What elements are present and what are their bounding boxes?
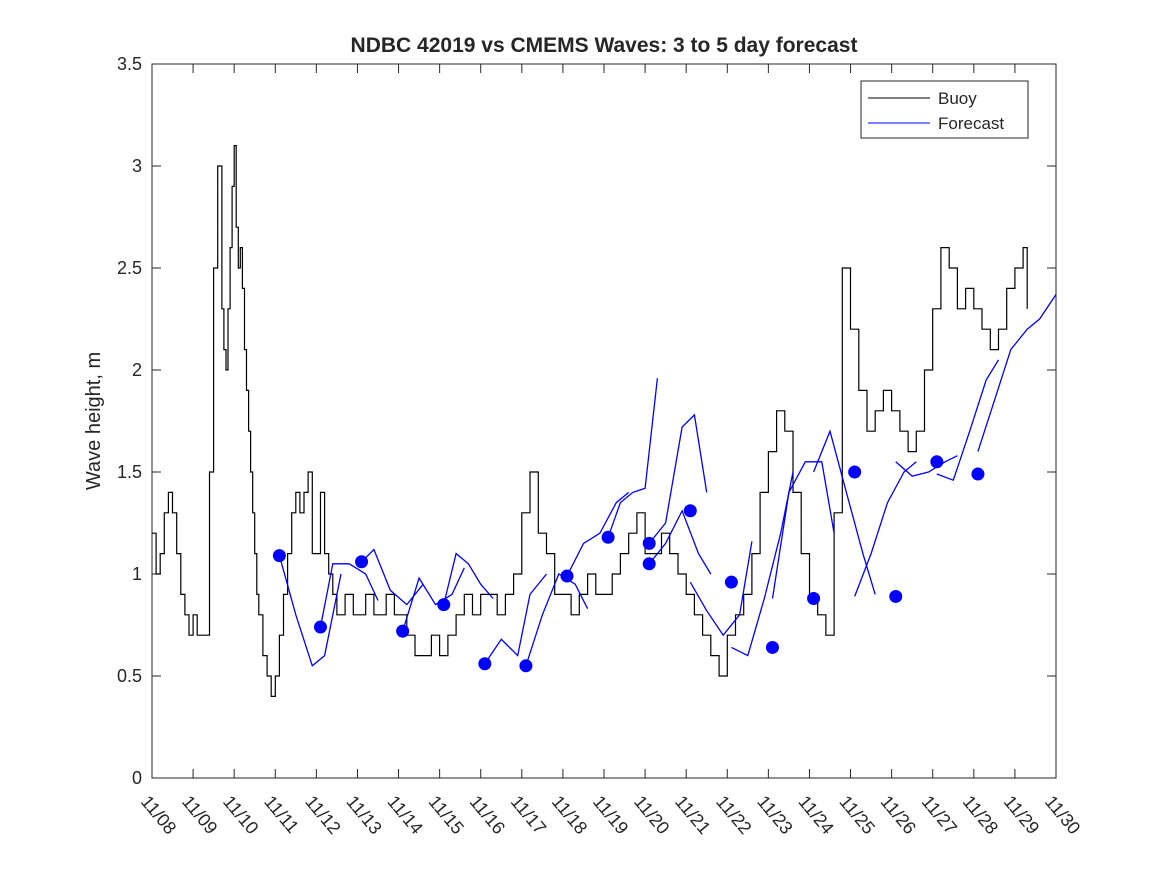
- forecast-start-marker: [848, 465, 862, 479]
- forecast-start-marker: [396, 624, 410, 638]
- x-tick-label: 11/24: [794, 792, 837, 838]
- y-tick-label: 1: [132, 564, 142, 584]
- x-tick-label: 11/30: [1041, 792, 1084, 838]
- forecast-start-marker: [272, 549, 286, 563]
- legend-forecast-label: Forecast: [938, 114, 1004, 133]
- series-layer: [152, 145, 1057, 698]
- forecast-start-marker: [601, 530, 615, 544]
- x-tick-label: 11/15: [425, 792, 468, 838]
- plot-area: [151, 63, 1057, 779]
- forecast-segment-line: [771, 461, 835, 599]
- x-tick-label: 11/19: [589, 792, 632, 838]
- forecast-segment-line: [895, 455, 958, 477]
- x-tick-label: 11/11: [260, 792, 303, 837]
- x-tick-label: 11/26: [877, 792, 920, 838]
- forecast-start-marker: [478, 657, 492, 671]
- forecast-start-marker: [724, 575, 738, 589]
- forecast-segment-line: [936, 359, 1000, 482]
- x-tick-label: 11/23: [753, 792, 796, 838]
- forecast-start-marker: [519, 659, 533, 673]
- y-tick-label: 3.5: [117, 54, 142, 74]
- forecast-start-marker: [642, 557, 656, 571]
- forecast-start-marker: [642, 536, 656, 550]
- x-tick-label: 11/09: [178, 792, 221, 838]
- x-tick-label: 11/18: [548, 792, 591, 838]
- forecast-segment-line: [402, 567, 465, 632]
- forecast-segment-line: [319, 563, 379, 628]
- forecast-segment-line: [854, 461, 917, 597]
- x-tick-label: 11/10: [219, 792, 262, 838]
- forecast-segment-line: [278, 555, 342, 667]
- x-tick-label: 11/16: [466, 792, 509, 838]
- legend-buoy-label: Buoy: [938, 89, 977, 108]
- y-tick-label: 1.5: [117, 462, 142, 482]
- x-tick-label: 11/22: [712, 792, 755, 838]
- x-tick-label: 11/14: [383, 792, 426, 838]
- x-tick-label: 11/29: [1000, 792, 1043, 838]
- x-tick-label: 11/13: [342, 792, 385, 838]
- forecast-start-marker: [930, 455, 944, 469]
- forecast-start-marker: [765, 640, 779, 654]
- forecast-segment-line: [443, 552, 494, 605]
- forecast-start-marker: [313, 620, 327, 634]
- forecast-segment-line: [566, 491, 630, 577]
- x-tick-label: 11/27: [918, 792, 961, 838]
- forecast-start-marker: [560, 569, 574, 583]
- forecast-start-marker: [355, 555, 369, 569]
- y-axis-label: Wave height, m: [83, 352, 105, 490]
- x-tick-label: 11/25: [835, 792, 878, 838]
- x-tick-label: 11/17: [507, 792, 550, 838]
- y-tick-label: 2.5: [117, 258, 142, 278]
- y-tick-label: 2: [132, 360, 142, 380]
- forecast-segment-line: [812, 429, 876, 595]
- x-tick-label: 11/21: [671, 792, 714, 838]
- x-tick-label: 11/20: [630, 792, 673, 838]
- chart-title: NDBC 42019 vs CMEMS Waves: 3 to 5 day fo…: [351, 34, 858, 57]
- legend: Buoy Forecast: [860, 80, 1029, 139]
- buoy-series-line: [152, 145, 1028, 698]
- forecast-segment-line: [607, 378, 659, 538]
- forecast-segment-line: [731, 471, 794, 657]
- forecast-start-marker: [683, 504, 697, 518]
- forecast-start-marker: [889, 589, 903, 603]
- forecast-segment-line: [977, 294, 1057, 452]
- forecast-segment-line: [484, 573, 548, 665]
- forecast-segment-line: [689, 541, 753, 637]
- forecast-segment-line: [648, 413, 708, 544]
- x-tick-label: 11/08: [137, 792, 180, 838]
- forecast-start-marker: [807, 591, 821, 605]
- legend-box: [860, 80, 1029, 139]
- y-tick-label: 0.5: [117, 666, 142, 686]
- y-tick-label: 3: [132, 156, 142, 176]
- forecast-segment-line: [525, 573, 589, 667]
- forecast-start-marker: [437, 598, 451, 612]
- forecast-segment-line: [361, 548, 424, 606]
- forecast-start-marker: [971, 467, 985, 481]
- x-tick-label: 11/28: [959, 792, 1002, 838]
- y-tick-label: 0: [132, 768, 142, 788]
- forecast-segment-line: [648, 509, 712, 575]
- x-tick-label: 11/12: [301, 792, 344, 838]
